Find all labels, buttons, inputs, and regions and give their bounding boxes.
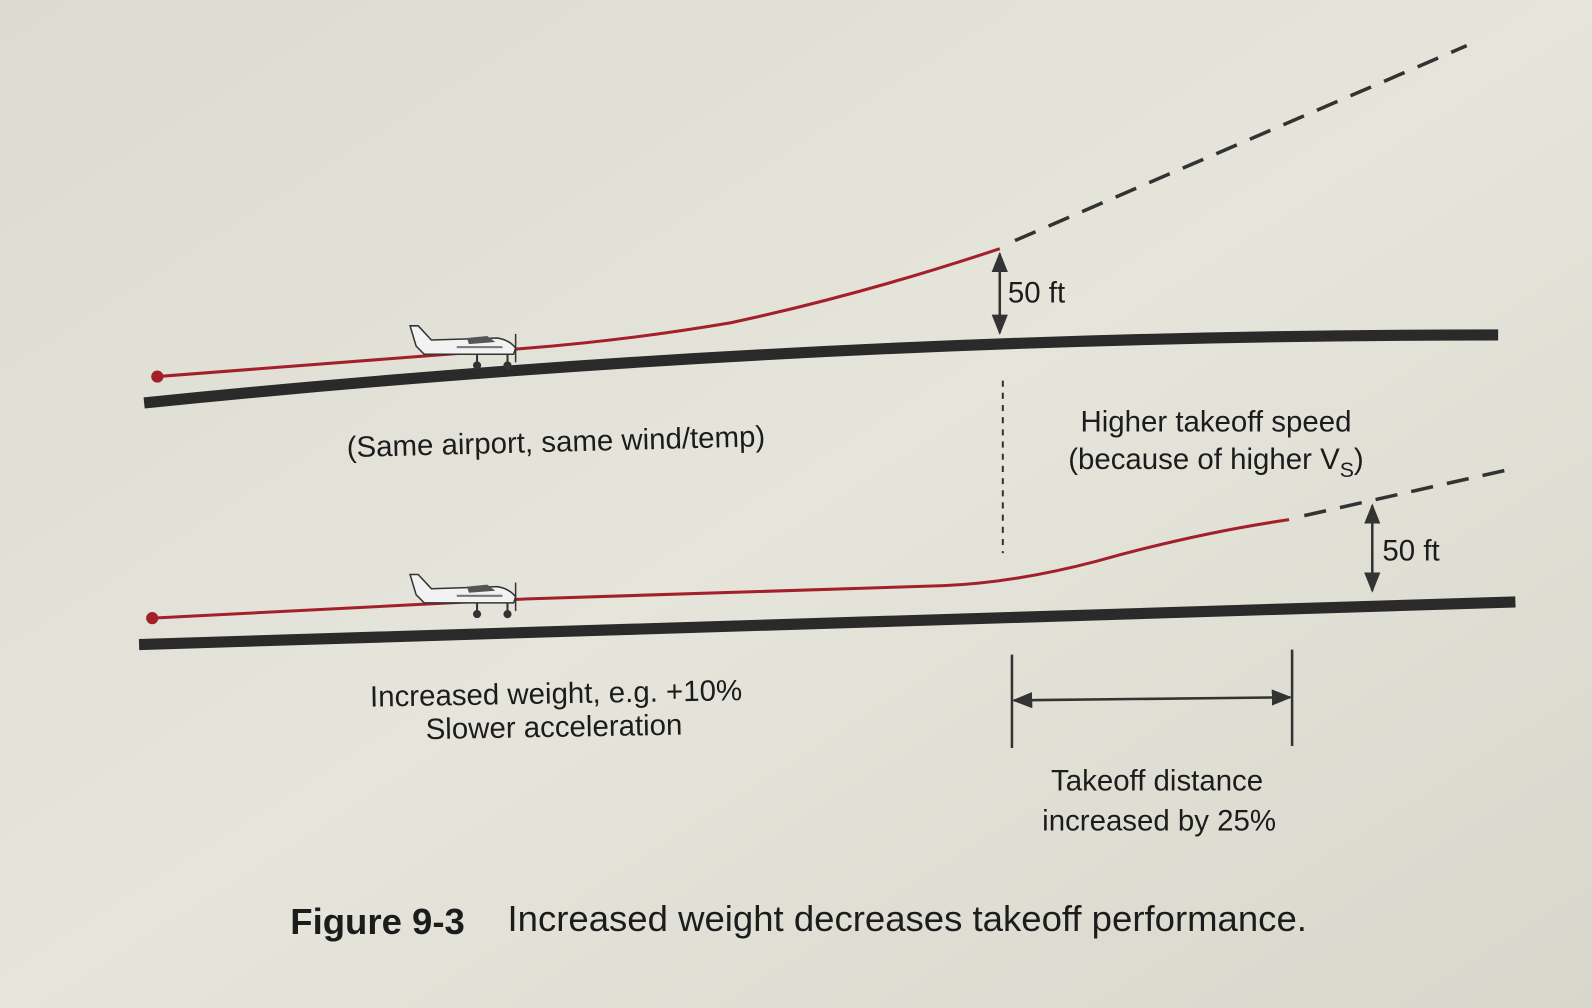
flight-path bbox=[152, 518, 1290, 620]
distance-arrow bbox=[1011, 689, 1293, 709]
runway bbox=[138, 596, 1516, 651]
start-point bbox=[146, 612, 159, 625]
height-label: 50 ft bbox=[1008, 276, 1065, 309]
weight-note: Slower acceleration bbox=[425, 709, 682, 746]
speed-note: Higher takeoff speed bbox=[1080, 405, 1351, 438]
distance-note: Takeoff distance bbox=[1051, 765, 1263, 798]
weight-note: Increased weight, e.g. +10% bbox=[370, 674, 743, 713]
diagram: 50 ft (Same airport, same wind/temp) Hig… bbox=[138, 44, 1516, 942]
caption-label: Figure 9-3 bbox=[290, 901, 465, 942]
flight-path bbox=[157, 247, 1001, 379]
speed-subscript: S bbox=[1340, 458, 1354, 482]
runway bbox=[143, 329, 1499, 409]
height-label: 50 ft bbox=[1382, 534, 1439, 567]
speed-note-text: ) bbox=[1354, 443, 1364, 476]
distance-note: increased by 25% bbox=[1042, 804, 1276, 837]
caption-text: Increased weight decreases takeoff perfo… bbox=[508, 898, 1307, 939]
speed-note: (because of higher VS) bbox=[1068, 443, 1364, 482]
start-point bbox=[151, 370, 164, 383]
speed-note-text: (because of higher V bbox=[1068, 443, 1340, 476]
climb-extension bbox=[1014, 44, 1468, 243]
